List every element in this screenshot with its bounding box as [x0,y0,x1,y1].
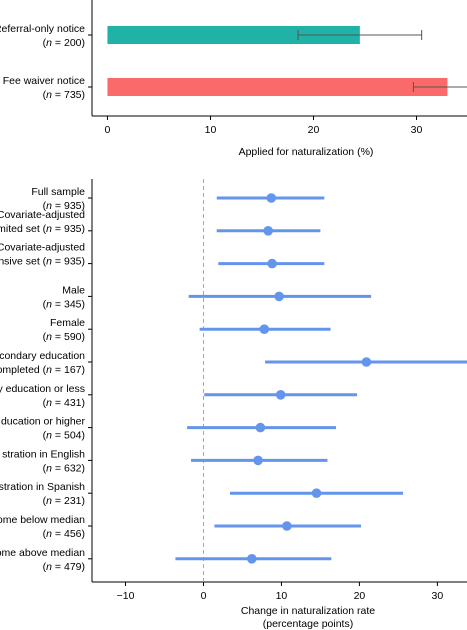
point-estimate [255,422,266,433]
x-tick-label: 20 [308,124,320,136]
coef-x-axis-label-units: (percentage points) [263,618,353,630]
coef-category-label: ome below median [0,514,85,526]
x-tick-label: 0 [201,590,207,602]
bar-panel: Referral-only notice (n = 200) Fee waiver … [0,0,467,158]
coef-category-label-2: mited set (n = 935) [0,223,85,235]
point-estimate [282,521,292,531]
coef-category-label: Male [62,284,85,296]
coef-category-label: y education or less [0,383,85,395]
coef-category-n: (n = 231) [43,495,85,507]
coef-category-n: (n = 431) [43,397,85,409]
coef-category-n: ompleted (n = 167) [0,364,85,376]
coef-category-label: stration in English [2,448,85,460]
point-estimate [266,193,277,203]
coef-category-n: (n = 345) [43,298,85,310]
x-tick-label: 30 [432,590,444,602]
x-tick-label: 0 [105,124,111,136]
bar-category-label: Referral-only notice [0,23,85,35]
point-estimate [275,390,286,400]
bar-fee-waiver [107,78,448,96]
x-tick-label: 30 [411,124,423,136]
coef-category-label: Covariate-adjusted [0,242,85,254]
bar-referral-only [107,26,360,44]
x-tick-label: 20 [354,590,366,602]
bar-x-axis-label: Applied for naturalization (%) [239,146,374,158]
coef-category-n: (n = 935) [43,200,85,212]
coef-category-label: Female [50,317,85,329]
coef-category-n: (n = 456) [43,528,85,540]
coef-category-label: Full sample [31,186,85,198]
x-tick-label: 10 [205,124,217,136]
coef-category-n: (n = 632) [43,462,85,474]
point-estimate [267,258,277,269]
point-estimate [263,226,273,236]
coef-category-label: stration in Spanish [0,481,85,493]
bar-category-n: (n = 735) [43,89,85,101]
bar-category-label: Fee waiver notice [3,75,85,87]
coef-category-label-2: nsive set (n = 935) [0,256,85,268]
x-tick-label: 10 [276,590,288,602]
coef-category-label: ducation or higher [1,416,86,428]
coef-category-n: (n = 479) [43,561,85,573]
coef-category-n: (n = 590) [43,331,85,343]
coef-category-n: (n = 504) [43,430,85,442]
point-estimate [259,324,270,335]
point-estimate [247,554,257,564]
point-estimate [311,488,322,499]
x-tick-label: −10 [117,590,135,602]
point-estimate [274,291,284,302]
coefficient-panel: Full sample(n = 935)Covariate-adjustedmi… [0,179,467,630]
coef-category-label: ome above median [0,547,85,559]
coef-category-label: Covariate-adjusted [0,209,85,221]
coef-category-label: condary education [0,350,85,362]
point-estimate [253,455,263,466]
coef-x-axis-label: Change in naturalization rate [241,605,375,617]
bar-category-n: (n = 200) [43,37,85,49]
point-estimate [361,357,372,367]
